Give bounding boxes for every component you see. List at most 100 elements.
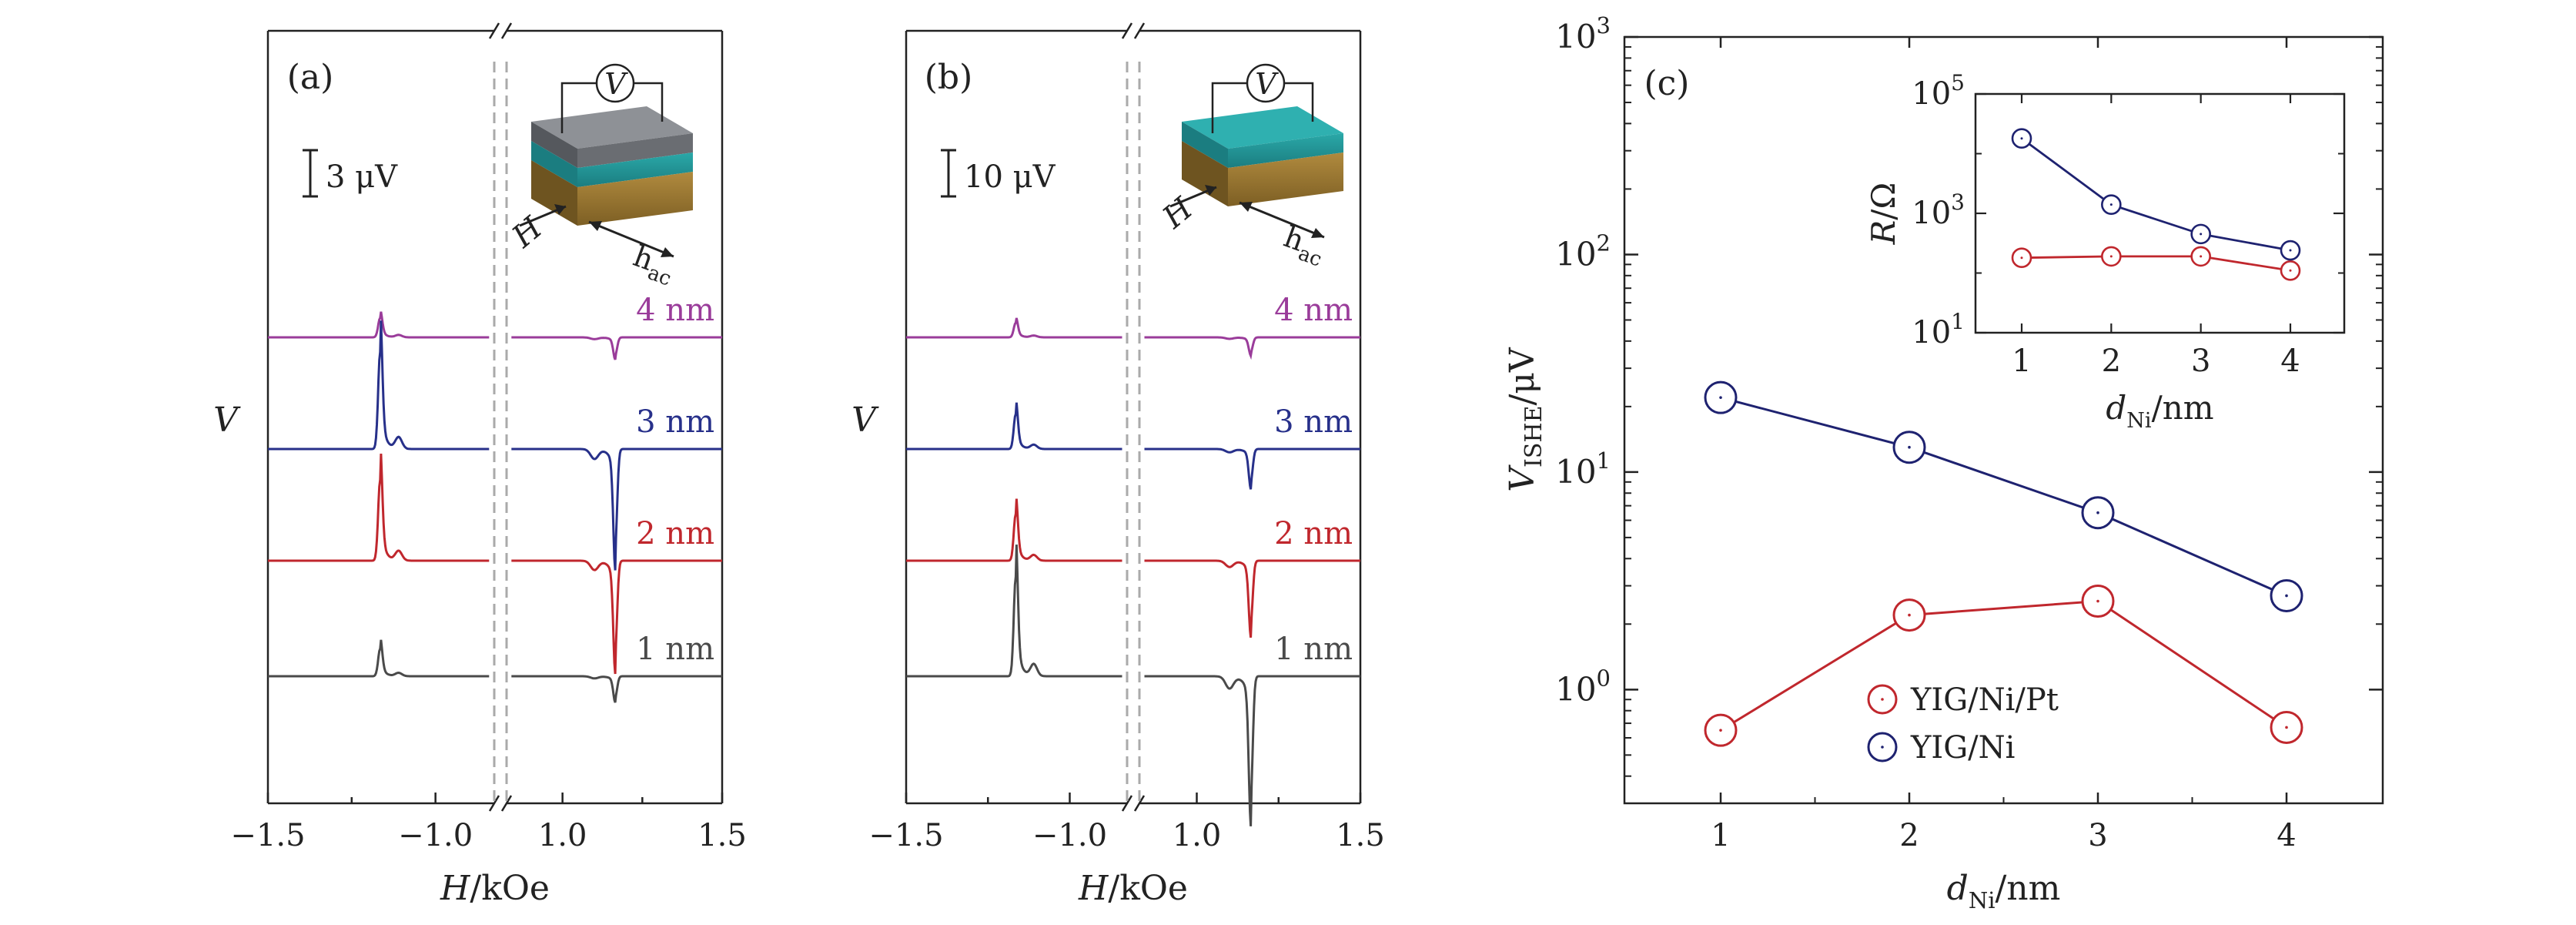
hac-arrow-head bbox=[1239, 202, 1253, 212]
inset-data-point-center bbox=[2020, 256, 2023, 260]
inset-layer-pt-front bbox=[577, 133, 693, 168]
hac-arrow bbox=[588, 220, 674, 258]
inset-y-tick-label: 103 bbox=[1912, 189, 1965, 231]
axis-break-mark bbox=[1133, 22, 1146, 39]
x-axis-label: dNi/nm bbox=[1947, 869, 2061, 913]
axis-break-mark bbox=[1133, 795, 1146, 812]
panel-b: −1.5 −1.0 1.0 1.5 H/kOe V (b) 10 μV 4 nm 3 nm 2 nm… bbox=[851, 22, 1385, 908]
panel-label: (b) bbox=[925, 58, 973, 97]
hac-arrow-head bbox=[1311, 228, 1324, 238]
trace-1nm bbox=[906, 545, 1360, 826]
inset-series-line bbox=[2021, 137, 2291, 252]
inset-data-point-center bbox=[2109, 203, 2113, 206]
trace-label: 3 nm bbox=[636, 404, 714, 440]
data-point-center bbox=[2096, 599, 2099, 603]
inset-x-tick-label: 4 bbox=[2280, 344, 2300, 379]
trace-1nm bbox=[268, 639, 722, 703]
y-tick-label: 102 bbox=[1555, 230, 1611, 273]
x-axis-label: H/kOe bbox=[440, 869, 550, 908]
inset-layer-yig bbox=[1182, 141, 1228, 206]
trace-2nm bbox=[268, 454, 722, 675]
inset-x-tick-label: 1 bbox=[2012, 344, 2031, 379]
inset-layer-ni bbox=[1182, 122, 1228, 168]
axis-break-mark bbox=[1121, 22, 1133, 39]
voltmeter-wire bbox=[560, 82, 599, 133]
voltmeter-wire bbox=[1211, 82, 1250, 133]
y-tick-label: 103 bbox=[1555, 12, 1611, 55]
inset-x-tick-label: 2 bbox=[2102, 344, 2121, 379]
series-line bbox=[1720, 599, 2287, 732]
x-tick-label: −1.0 bbox=[398, 818, 473, 853]
series-line bbox=[1720, 396, 2287, 597]
panel-a: −1.5 −1.0 1.0 1.5 H/kOe V (a) 3 μV 4 nm 3 nm 2 nm 1… bbox=[213, 22, 747, 908]
voltmeter-wire bbox=[631, 82, 664, 122]
trace-2nm bbox=[906, 498, 1360, 638]
inset-layer-yig-front bbox=[1228, 152, 1343, 206]
trace-label: 2 nm bbox=[636, 516, 714, 551]
data-point-center bbox=[1908, 613, 1911, 617]
data-point-center bbox=[1908, 445, 1911, 449]
data-point-center bbox=[1719, 729, 1722, 732]
inset-x-axis-label: dNi/nm bbox=[2106, 389, 2213, 433]
scale-bar-label: 10 μV bbox=[964, 159, 1056, 195]
trace-label: 2 nm bbox=[1274, 516, 1353, 551]
x-tick-label: −1.5 bbox=[868, 818, 943, 853]
y-tick-label: 101 bbox=[1555, 447, 1611, 491]
trace-label: 1 nm bbox=[1274, 632, 1353, 667]
x-tick-label: 2 bbox=[1899, 818, 1919, 853]
inset-layer-pt bbox=[531, 122, 577, 168]
hac-label: hac bbox=[1277, 220, 1330, 272]
inset-layer-ni-front bbox=[577, 152, 693, 187]
inset-layer-ni-front bbox=[1228, 133, 1343, 168]
legend-label: YIG/Ni/Pt bbox=[1910, 682, 2059, 718]
trace-4nm bbox=[268, 311, 722, 360]
panel-label: (c) bbox=[1644, 64, 1690, 103]
field-arrow-head bbox=[1205, 185, 1216, 196]
trace-4nm bbox=[906, 317, 1360, 360]
inset-y-tick-label: 105 bbox=[1912, 70, 1965, 112]
x-tick-label: 1 bbox=[1711, 818, 1730, 853]
scale-bar-label: 3 μV bbox=[326, 159, 398, 195]
x-tick-label: 4 bbox=[2277, 818, 2296, 853]
trace-3nm bbox=[906, 402, 1360, 490]
x-tick-label: 1.5 bbox=[698, 818, 747, 853]
inset-layer-ni bbox=[531, 141, 577, 187]
legend-marker-center bbox=[1881, 746, 1884, 749]
hac-arrow-head bbox=[589, 221, 602, 231]
inset-data-point-center bbox=[2289, 249, 2292, 252]
x-tick-label: −1.0 bbox=[1032, 818, 1107, 853]
y-tick-label: 100 bbox=[1555, 665, 1611, 708]
inset-data-point-center bbox=[2200, 233, 2203, 236]
voltmeter-label: V bbox=[1255, 67, 1279, 101]
y-axis-label: VISHE/μV bbox=[1503, 347, 1547, 492]
legend-label: YIG/Ni bbox=[1910, 730, 2015, 766]
data-point-center bbox=[2096, 511, 2099, 514]
inset-top-face bbox=[531, 106, 693, 149]
hac-arrow bbox=[1239, 201, 1325, 239]
data-point-center bbox=[1719, 396, 1722, 399]
inset-top-face bbox=[1182, 106, 1343, 149]
legend-marker-center bbox=[1881, 698, 1884, 701]
inset-y-axis-label: R/Ω bbox=[1865, 183, 1902, 246]
inset-data-point-center bbox=[2200, 255, 2203, 258]
inset-data-point-center bbox=[2109, 255, 2113, 258]
voltmeter-label: V bbox=[604, 67, 628, 101]
axis-break-mark bbox=[488, 22, 500, 39]
inset-x-tick-label: 3 bbox=[2191, 344, 2210, 379]
x-tick-label: 1.0 bbox=[538, 818, 587, 853]
inset-series-line bbox=[2021, 255, 2291, 272]
trace-3nm bbox=[268, 320, 722, 571]
inset-frame bbox=[1974, 92, 2346, 334]
hac-arrow-head bbox=[661, 247, 674, 257]
x-tick-label: 1.0 bbox=[1173, 818, 1222, 853]
voltmeter-icon bbox=[1246, 63, 1286, 103]
panel-c: 100 101 102 103 1 2 3 4 dNi/nm VISHE/μV (c) YIG/Ni/… bbox=[1503, 12, 2384, 913]
axis-break-mark bbox=[500, 22, 513, 39]
voltmeter-icon bbox=[595, 63, 635, 103]
y-axis-label: V bbox=[213, 400, 241, 440]
trace-label: 3 nm bbox=[1274, 404, 1353, 440]
inset-data-point-center bbox=[2020, 137, 2023, 140]
